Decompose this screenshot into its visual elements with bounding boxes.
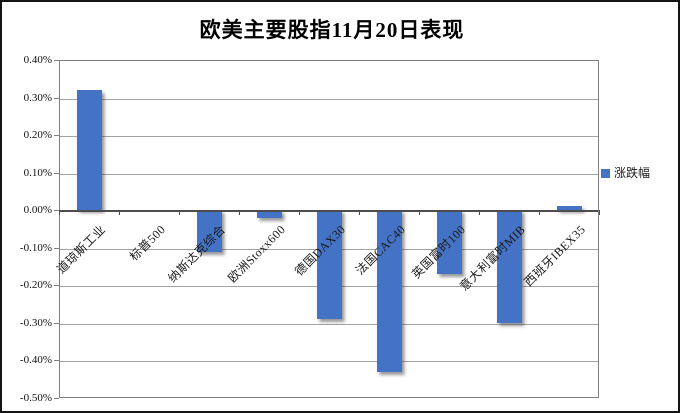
y-grid-line xyxy=(60,136,598,138)
y-tick-label: 0.30% xyxy=(23,91,52,104)
category-axis-tick xyxy=(119,210,120,216)
y-grid-line xyxy=(60,361,598,363)
zero-axis-line xyxy=(60,210,598,213)
y-tick-label: 0.00% xyxy=(23,204,52,217)
category-axis-tick xyxy=(359,210,360,216)
category-axis-tick xyxy=(599,210,600,216)
bar xyxy=(556,206,582,211)
bar xyxy=(256,210,282,218)
legend-label: 涨跌幅 xyxy=(614,166,651,180)
y-tick-label: 0.40% xyxy=(23,54,52,66)
bar xyxy=(76,90,102,211)
y-axis-tick xyxy=(54,322,59,324)
y-tick-label: -0.40% xyxy=(19,354,52,367)
legend: 涨跌幅 xyxy=(601,167,650,179)
bar xyxy=(436,210,462,275)
y-grid-line xyxy=(60,98,598,100)
bar xyxy=(496,210,522,323)
category-axis-tick xyxy=(539,210,540,216)
y-tick-label: -0.20% xyxy=(19,279,52,292)
y-axis-tick xyxy=(54,210,59,212)
category-axis-tick xyxy=(419,210,420,216)
y-tick-label: -0.30% xyxy=(19,316,52,329)
y-tick-label: 0.10% xyxy=(23,166,52,179)
y-axis-tick xyxy=(54,285,59,287)
y-axis-tick xyxy=(54,97,59,99)
bar xyxy=(316,210,342,320)
y-axis-tick xyxy=(54,135,59,137)
category-axis-tick xyxy=(59,210,60,216)
category-axis-tick xyxy=(479,210,480,216)
y-axis-tick xyxy=(54,60,59,61)
y-tick-label: -0.10% xyxy=(19,241,52,254)
y-axis-tick xyxy=(54,360,59,362)
y-axis-tick xyxy=(54,172,59,174)
y-tick-label: -0.50% xyxy=(19,392,52,404)
y-tick-label: 0.20% xyxy=(23,129,52,142)
legend-swatch-icon xyxy=(601,168,610,178)
category-axis-tick xyxy=(179,210,180,216)
y-axis-tick xyxy=(54,398,59,399)
y-grid-line xyxy=(60,173,598,175)
category-axis-tick xyxy=(299,210,300,216)
chart-title: 欧美主要股指11月20日表现 xyxy=(199,18,465,42)
bar xyxy=(196,210,222,252)
bar xyxy=(376,210,402,372)
y-axis-tick xyxy=(54,247,59,249)
category-axis-tick xyxy=(239,210,240,216)
y-grid-line xyxy=(60,323,598,325)
